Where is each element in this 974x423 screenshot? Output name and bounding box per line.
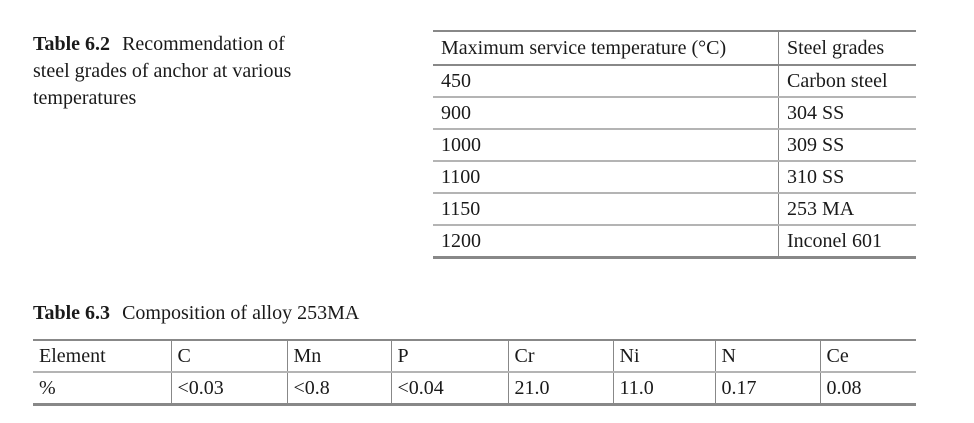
column-header-cr: Cr xyxy=(507,339,613,373)
table-row: 1000 309 SS xyxy=(433,129,916,162)
steel-grade-cell: Carbon steel xyxy=(778,65,916,98)
temperature-cell: 1000 xyxy=(433,129,779,162)
value-cell-c: <0.03 xyxy=(170,372,287,406)
steel-grade-cell: 309 SS xyxy=(778,129,916,162)
table-header-row: Element C Mn P Cr Ni N Ce xyxy=(33,339,916,373)
table-row: 450 Carbon steel xyxy=(433,65,916,98)
steel-grade-cell: 310 SS xyxy=(778,161,916,194)
temperature-cell: 1200 xyxy=(433,225,779,259)
column-header-mn: Mn xyxy=(286,339,391,373)
temperature-cell: 450 xyxy=(433,65,779,98)
temperature-cell: 900 xyxy=(433,97,779,130)
column-header-steel-grades: Steel grades xyxy=(778,30,916,66)
table-row: 1150 253 MA xyxy=(433,193,916,226)
column-header-n: N xyxy=(714,339,820,373)
value-cell-n: 0.17 xyxy=(714,372,820,406)
table-row: 900 304 SS xyxy=(433,97,916,130)
table-6-3-caption-text: Composition of alloy 253MA xyxy=(122,302,360,324)
table-6-2-caption: Table 6.2 Recommendation of steel grades … xyxy=(33,31,313,112)
table-header-row: Maximum service temperature (°C) Steel g… xyxy=(433,30,916,66)
column-header-element: Element xyxy=(33,339,171,373)
table-row: 1100 310 SS xyxy=(433,161,916,194)
temperature-cell: 1150 xyxy=(433,193,779,226)
table-6-2-caption-text: Recommendation of steel grades of anchor… xyxy=(33,33,292,109)
steel-grade-cell: Inconel 601 xyxy=(778,225,916,259)
value-cell-p: <0.04 xyxy=(390,372,508,406)
table-6-3-label: Table 6.3 xyxy=(33,302,111,324)
column-header-ni: Ni xyxy=(612,339,715,373)
value-cell-mn: <0.8 xyxy=(286,372,391,406)
steel-grade-cell: 253 MA xyxy=(778,193,916,226)
column-header-temperature: Maximum service temperature (°C) xyxy=(433,30,779,66)
column-header-ce: Ce xyxy=(819,339,916,373)
table-6-3-caption: Table 6.3 Composition of alloy 253MA xyxy=(33,300,359,327)
value-cell-ce: 0.08 xyxy=(819,372,916,406)
table-row: % <0.03 <0.8 <0.04 21.0 11.0 0.17 0.08 xyxy=(33,372,916,406)
temperature-cell: 1100 xyxy=(433,161,779,194)
column-header-c: C xyxy=(170,339,287,373)
value-cell-cr: 21.0 xyxy=(507,372,613,406)
value-cell-ni: 11.0 xyxy=(612,372,715,406)
percent-label-cell: % xyxy=(33,372,171,406)
steel-grades-table: Maximum service temperature (°C) Steel g… xyxy=(433,30,916,259)
table-row: 1200 Inconel 601 xyxy=(433,225,916,259)
alloy-composition-table: Element C Mn P Cr Ni N Ce % <0.03 <0.8 <… xyxy=(33,339,916,406)
table-6-2-label: Table 6.2 xyxy=(33,33,111,55)
column-header-p: P xyxy=(390,339,508,373)
steel-grade-cell: 304 SS xyxy=(778,97,916,130)
